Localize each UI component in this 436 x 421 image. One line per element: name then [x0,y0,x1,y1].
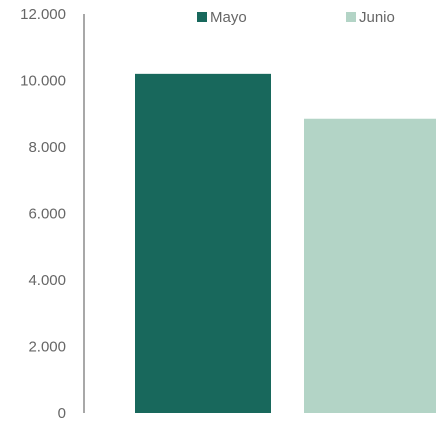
y-tick-label: 8.000 [28,139,66,156]
y-tick-label: 4.000 [28,272,66,289]
bar-junio [304,118,436,414]
legend-label: Junio [359,9,395,26]
legend-item-junio: Junio [346,9,395,26]
y-tick-label: 10.000 [20,73,66,90]
legend: Mayo Junio [197,9,395,26]
y-tick-label: 0 [58,405,66,421]
y-tick-labels: 0 2.000 4.000 6.000 8.000 10.000 12.000 [20,6,66,421]
legend-swatch [346,12,356,22]
legend-item-mayo: Mayo [197,9,247,26]
bars [135,73,436,414]
legend-swatch [197,12,207,22]
y-tick-label: 6.000 [28,206,66,223]
y-tick-label: 2.000 [28,339,66,356]
legend-label: Mayo [210,9,247,26]
y-tick-label: 12.000 [20,6,66,23]
bar-mayo [135,73,271,413]
